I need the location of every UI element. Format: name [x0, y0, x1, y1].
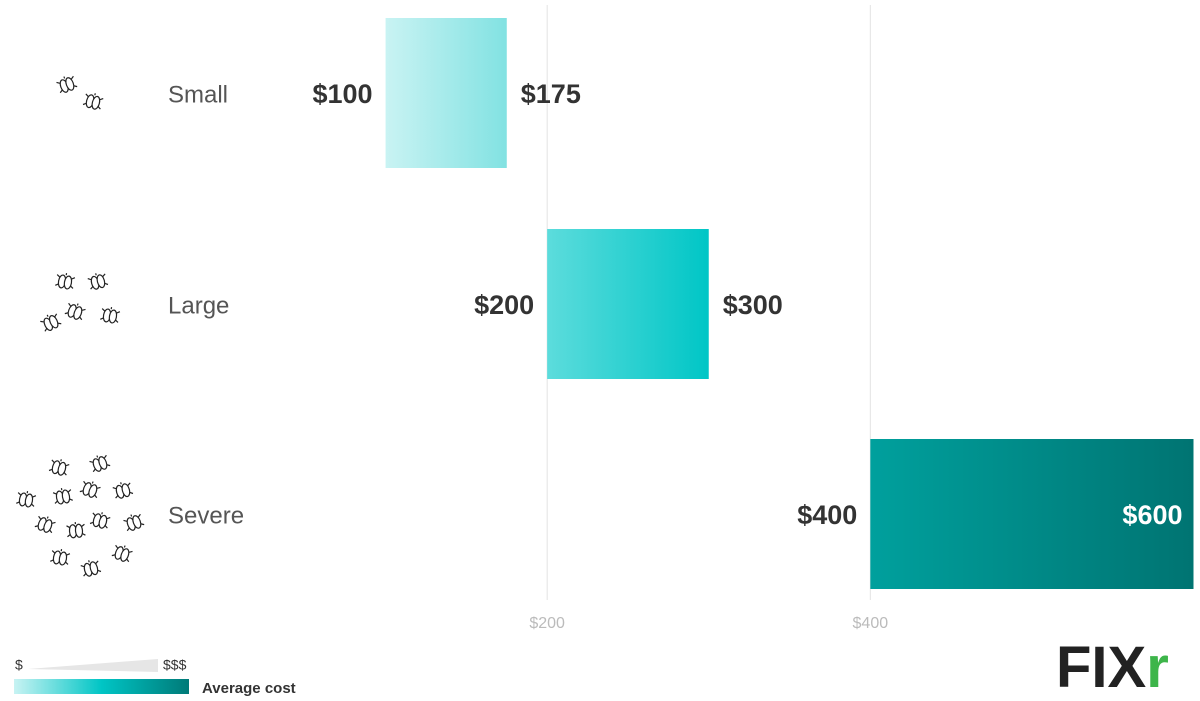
insect-icon — [16, 491, 37, 508]
legs — [55, 273, 76, 289]
range-bar — [547, 229, 709, 379]
legs — [34, 515, 56, 534]
insect-icon — [89, 454, 111, 473]
wing — [57, 461, 67, 476]
legend-low: $ — [15, 657, 23, 673]
low-label: $200 — [474, 290, 534, 320]
wing — [98, 456, 108, 470]
insect-icon — [100, 307, 121, 324]
insect-icon — [66, 521, 86, 539]
insect-icon — [87, 273, 109, 290]
legs — [89, 454, 111, 473]
wing — [61, 489, 71, 504]
insect-icon — [40, 313, 62, 332]
wing — [63, 275, 73, 290]
legs — [79, 480, 101, 499]
legs — [56, 75, 78, 94]
legs — [80, 560, 102, 577]
insect-icons — [16, 75, 145, 577]
range-bar — [870, 439, 1194, 589]
legs — [50, 549, 71, 565]
insect-icon — [56, 75, 78, 94]
legs — [16, 491, 37, 507]
legs — [112, 482, 134, 499]
logo: FIXr — [1056, 635, 1169, 700]
insect-icon — [64, 302, 86, 321]
wing — [96, 274, 106, 289]
insect-icon — [48, 459, 70, 476]
logo-accent: r — [1146, 635, 1169, 700]
legend-wedge — [28, 659, 158, 672]
wing — [108, 309, 118, 324]
wing — [132, 515, 142, 529]
insect-icon — [112, 482, 134, 499]
insect-icon — [50, 549, 71, 566]
legend-label: Average cost — [202, 680, 296, 697]
wing — [98, 514, 108, 529]
insect-icon — [52, 488, 73, 505]
insect-icon — [79, 480, 101, 499]
category-label: Large — [168, 292, 229, 319]
high-label: $300 — [723, 290, 783, 320]
wing — [91, 95, 101, 110]
wing — [65, 77, 75, 91]
wing — [58, 551, 68, 566]
wing — [73, 306, 83, 320]
wing — [121, 483, 131, 498]
legs — [87, 273, 109, 290]
wing — [74, 523, 84, 538]
high-label: $600 — [1122, 500, 1182, 530]
wing — [89, 561, 99, 576]
legs — [66, 521, 86, 538]
legend-gradient — [14, 679, 189, 694]
wing — [120, 548, 130, 562]
legs — [100, 307, 121, 323]
category-label: Small — [168, 81, 228, 108]
insect-icon — [55, 273, 76, 290]
legs — [40, 313, 62, 332]
insect-icon — [89, 512, 111, 529]
insect-icon — [80, 560, 102, 577]
insect-icon — [82, 93, 104, 110]
insect-icon — [123, 513, 145, 532]
wing — [24, 493, 34, 508]
wing — [43, 519, 53, 533]
wing — [48, 315, 59, 329]
x-tick-label: $200 — [529, 615, 565, 632]
low-label: $100 — [313, 79, 373, 109]
range-bar — [385, 18, 507, 168]
legs — [82, 93, 104, 110]
legs — [52, 488, 73, 504]
category-label: Severe — [168, 502, 244, 529]
high-label: $175 — [521, 79, 581, 109]
x-tick-label: $400 — [853, 615, 889, 632]
legs — [89, 512, 111, 529]
insect-icon — [34, 515, 56, 534]
legs — [123, 513, 145, 532]
legend-high: $$$ — [163, 657, 187, 673]
logo-text: FIX — [1056, 635, 1147, 700]
low-label: $400 — [797, 500, 857, 530]
wing — [88, 484, 98, 498]
insect-icon — [111, 544, 133, 563]
legs — [64, 302, 86, 321]
legs — [48, 459, 70, 476]
legs — [111, 544, 133, 563]
